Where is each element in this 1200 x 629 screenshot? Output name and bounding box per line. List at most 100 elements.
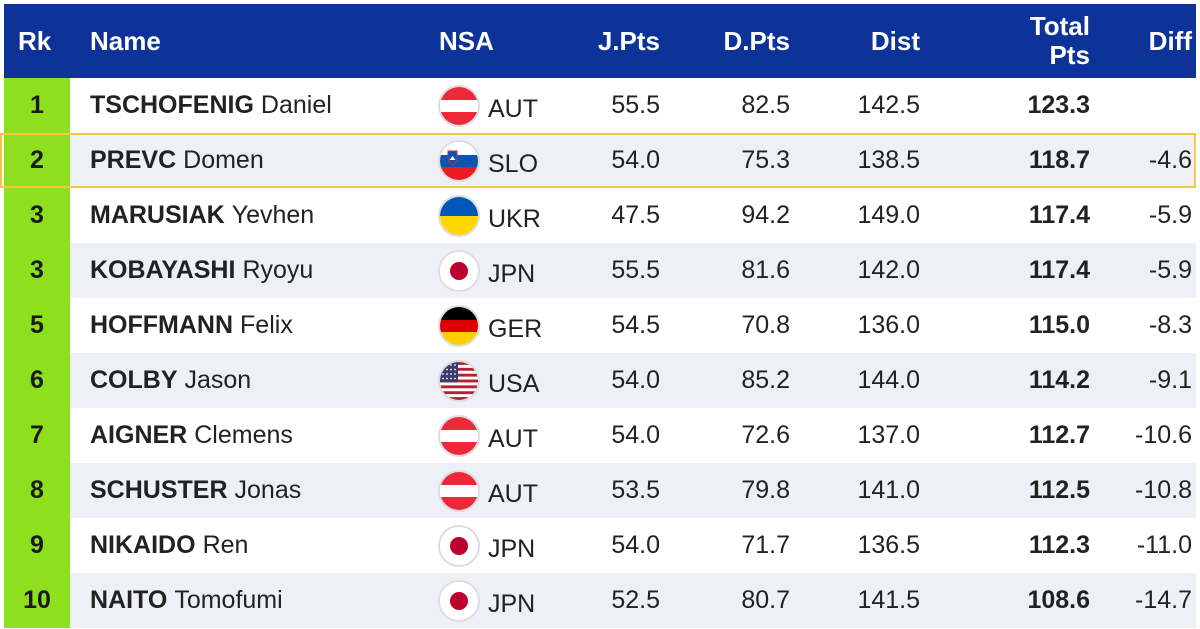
rank-cell: 1 (4, 78, 70, 133)
nsa-cell: JPN (438, 518, 535, 573)
distance-points: 81.6 (741, 256, 790, 284)
table-row[interactable]: 2 PREVC Domen SLO 54.0 75.3 138.5 118.7 … (0, 133, 1196, 188)
distance-points: 85.2 (741, 366, 790, 394)
table-header: Rk Name NSA J.Pts D.Pts Dist Total Pts D… (4, 4, 1196, 78)
rank-cell: 7 (4, 408, 70, 463)
athlete-name[interactable]: KOBAYASHI Ryoyu (90, 243, 313, 298)
nsa-cell: AUT (438, 408, 538, 463)
ger-flag-icon (438, 304, 480, 347)
distance-points: 75.3 (741, 146, 790, 174)
judge-points: 55.5 (611, 256, 660, 284)
total-points: 118.7 (1028, 146, 1090, 174)
athlete-last-name: NIKAIDO (90, 531, 196, 559)
header-nsa[interactable]: NSA (439, 25, 494, 56)
athlete-name[interactable]: COLBY Jason (90, 353, 251, 408)
table-row[interactable]: 7 AIGNER Clemens AUT 54.0 72.6 137.0 112… (4, 408, 1196, 463)
athlete-last-name: SCHUSTER (90, 476, 228, 504)
table-row[interactable]: 9 NIKAIDO Ren JPN 54.0 71.7 136.5 112.3 … (4, 518, 1196, 573)
distance: 141.0 (857, 476, 920, 504)
athlete-first-name: Domen (183, 146, 264, 174)
rank-cell: 8 (4, 463, 70, 518)
table-row[interactable]: 8 SCHUSTER Jonas AUT 53.5 79.8 141.0 112… (4, 463, 1196, 518)
athlete-last-name: KOBAYASHI (90, 256, 236, 284)
nsa-code: JPN (488, 260, 536, 288)
athlete-first-name: Yevhen (231, 201, 315, 229)
judge-points: 52.5 (611, 586, 660, 614)
distance-points: 82.5 (741, 91, 790, 119)
total-points: 112.7 (1028, 421, 1090, 449)
athlete-name[interactable]: PREVC Domen (90, 133, 264, 188)
nsa-cell: GER (438, 298, 542, 353)
difference: -10.6 (1135, 421, 1192, 449)
athlete-first-name: Ren (202, 531, 249, 559)
header-total-points[interactable]: Total Pts (964, 4, 1090, 78)
table-row[interactable]: 1 TSCHOFENIG Daniel AUT 55.5 82.5 142.5 … (4, 78, 1196, 133)
table-row[interactable]: 3 KOBAYASHI Ryoyu JPN 55.5 81.6 142.0 11… (4, 243, 1196, 298)
distance: 144.0 (857, 366, 920, 394)
nsa-code: UKR (488, 205, 541, 233)
judge-points: 54.5 (611, 311, 660, 339)
header-name[interactable]: Name (90, 25, 161, 56)
distance-points: 72.6 (741, 421, 790, 449)
difference: -5.9 (1148, 256, 1192, 284)
athlete-last-name: PREVC (90, 146, 177, 174)
judge-points: 54.0 (611, 421, 660, 449)
header-distance-points[interactable]: D.Pts (723, 25, 790, 56)
nsa-code: SLO (488, 150, 539, 178)
athlete-name[interactable]: HOFFMANN Felix (90, 298, 293, 353)
nsa-cell: SLO (438, 133, 538, 188)
difference: -11.0 (1136, 531, 1192, 559)
header-difference[interactable]: Diff (1148, 25, 1192, 56)
table-row[interactable]: 5 HOFFMANN Felix GER 54.5 70.8 136.0 115… (4, 298, 1196, 353)
header-total-line1: Total (1029, 11, 1090, 41)
athlete-name[interactable]: TSCHOFENIG Daniel (90, 78, 332, 133)
table-row[interactable]: 10 NAITO Tomofumi JPN 52.5 80.7 141.5 10… (4, 573, 1196, 628)
difference: -10.8 (1135, 476, 1192, 504)
difference: -9.1 (1148, 366, 1192, 394)
nsa-code: AUT (488, 480, 538, 508)
nsa-code: GER (488, 315, 543, 343)
results-table: Rk Name NSA J.Pts D.Pts Dist Total Pts D… (0, 4, 1196, 629)
rank-cell: 2 (4, 133, 70, 188)
judge-points: 54.0 (611, 146, 660, 174)
header-judge-points[interactable]: J.Pts (597, 25, 660, 56)
total-points: 115.0 (1028, 311, 1090, 339)
difference: -14.7 (1135, 586, 1192, 614)
header-rank[interactable]: Rk (18, 25, 52, 56)
difference: -8.3 (1148, 311, 1192, 339)
rank-cell: 3 (4, 243, 70, 298)
table-row[interactable]: 3 MARUSIAK Yevhen UKR 47.5 94.2 149.0 11… (4, 188, 1196, 243)
total-points: 108.6 (1027, 586, 1090, 614)
athlete-last-name: AIGNER (90, 421, 188, 449)
total-points: 123.3 (1027, 91, 1090, 119)
nsa-code: USA (488, 370, 540, 398)
nsa-cell: USA (438, 353, 539, 408)
slo-flag-icon (438, 139, 480, 182)
nsa-cell: UKR (438, 188, 541, 243)
difference: -5.9 (1148, 201, 1192, 229)
header-distance[interactable]: Dist (870, 25, 920, 56)
athlete-name[interactable]: NAITO Tomofumi (90, 573, 283, 628)
athlete-name[interactable]: NIKAIDO Ren (90, 518, 248, 573)
athlete-name[interactable]: SCHUSTER Jonas (90, 463, 301, 518)
total-points: 117.4 (1028, 201, 1090, 229)
distance: 141.5 (857, 586, 920, 614)
total-points: 112.5 (1028, 476, 1090, 504)
athlete-first-name: Tomofumi (174, 586, 283, 614)
distance: 142.0 (857, 256, 920, 284)
athlete-last-name: COLBY (90, 366, 178, 394)
aut-flag-icon (438, 414, 480, 457)
athlete-first-name: Jason (184, 366, 252, 394)
distance: 149.0 (857, 201, 920, 229)
distance-points: 70.8 (741, 311, 790, 339)
rank-cell: 10 (4, 573, 70, 628)
distance: 136.5 (857, 531, 920, 559)
athlete-name[interactable]: AIGNER Clemens (90, 408, 293, 463)
athlete-last-name: TSCHOFENIG (90, 91, 254, 119)
rank-cell: 6 (4, 353, 70, 408)
nsa-code: AUT (488, 425, 538, 453)
athlete-name[interactable]: MARUSIAK Yevhen (90, 188, 314, 243)
athlete-first-name: Clemens (194, 421, 293, 449)
athlete-last-name: MARUSIAK (90, 201, 225, 229)
table-row[interactable]: 6 COLBY Jason USA 54.0 85.2 144.0 114.2 … (4, 353, 1196, 408)
